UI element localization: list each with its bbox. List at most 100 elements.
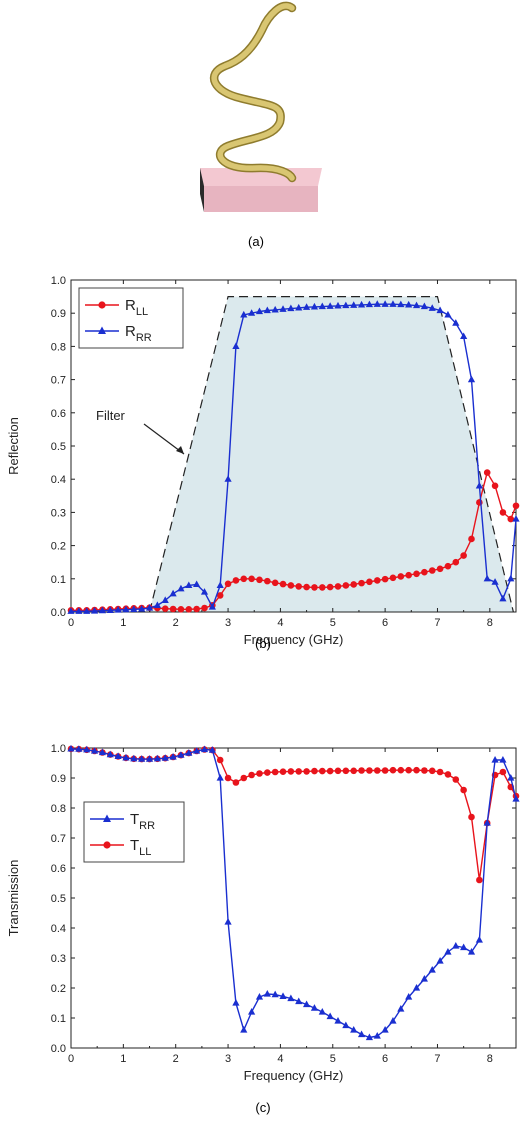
point-TRR (138, 755, 146, 762)
x-tick-label: 0 (68, 1053, 74, 1065)
point-RRR (295, 303, 303, 311)
point-TLL (248, 771, 255, 779)
point-TLL (295, 768, 303, 775)
point-TLL (224, 774, 232, 782)
point-RRR (420, 302, 428, 310)
y-tick-label: 0.8 (51, 341, 66, 353)
point-TRR (114, 752, 122, 759)
point-RLL (240, 575, 248, 583)
point-RRR (507, 574, 515, 582)
point-TRR (224, 918, 232, 925)
point-TRR (310, 1004, 319, 1011)
series-line-RRR (71, 303, 517, 612)
point-RLL (373, 577, 381, 584)
point-TRR (255, 993, 264, 1000)
x-tick-label: 7 (434, 1053, 440, 1065)
point-TRR (373, 1032, 381, 1039)
point-RRR (193, 580, 201, 588)
point-RLL (279, 580, 287, 588)
point-RLL (350, 581, 358, 588)
point-RLL (483, 469, 491, 476)
point-RRR (240, 310, 248, 318)
point-RLL (232, 577, 240, 584)
x-tick-label: 1 (120, 617, 126, 629)
point-RRR (153, 601, 161, 608)
point-RRR (302, 303, 311, 310)
caption-b: (b) (255, 636, 271, 651)
point-RRR (130, 605, 138, 612)
point-RRR (255, 307, 264, 315)
x-axis-title: Frequency (GHz) (244, 1068, 344, 1083)
y-tick-label: 0.3 (51, 953, 66, 965)
point-RRR (122, 605, 130, 613)
point-TLL (240, 774, 248, 782)
x-tick-label: 6 (382, 617, 388, 629)
point-TLL (232, 779, 240, 786)
y-tick-label: 0.7 (51, 833, 66, 845)
point-RRR (216, 581, 224, 589)
y-tick-label: 0.2 (51, 983, 66, 995)
filter-band (149, 296, 514, 612)
point-RRR (271, 305, 279, 313)
point-RRR (342, 301, 350, 309)
legend-label: TRR (130, 811, 155, 832)
x-tick-label: 3 (225, 617, 231, 629)
y-axis-title: Transmission (6, 860, 21, 937)
filter-annotation: Filter (96, 408, 126, 423)
point-RLL (366, 578, 373, 586)
point-RRR (475, 481, 483, 489)
point-TRR (460, 943, 468, 951)
series-line-TRR (70, 748, 517, 1039)
point-RLL (169, 605, 177, 613)
x-tick-label: 5 (330, 617, 336, 629)
x-tick-label: 4 (277, 1053, 283, 1065)
point-TLL (366, 767, 373, 774)
point-TLL (444, 771, 452, 778)
point-TRR (397, 1005, 405, 1012)
point-RRR (483, 574, 491, 582)
y-tick-label: 0.9 (51, 773, 66, 785)
point-TLL (476, 876, 483, 884)
panel-a-illustration (200, 1, 322, 212)
point-RLL (507, 515, 515, 523)
point-TRR (177, 751, 185, 758)
point-TRR (122, 753, 130, 761)
legend-marker-TRR (103, 814, 111, 822)
legend-marker-RLL (98, 301, 106, 309)
filter-outline (148, 296, 514, 613)
plot-frame (70, 747, 517, 1049)
point-TRR (507, 774, 515, 781)
point-TLL (428, 767, 436, 775)
legend-label: TLL (130, 837, 151, 858)
point-RRR (428, 304, 436, 311)
point-TRR (334, 1017, 342, 1024)
point-RRR (491, 578, 499, 585)
point-RRR (263, 306, 271, 314)
x-tick-label: 6 (382, 1053, 388, 1065)
point-TLL (373, 767, 381, 774)
point-RRR (405, 300, 413, 308)
y-tick-label: 0.1 (51, 574, 66, 586)
x-tick-label: 8 (487, 617, 493, 629)
x-tick-label: 3 (225, 1053, 231, 1065)
point-TRR (365, 1033, 374, 1041)
point-TRR (169, 753, 177, 760)
point-RRR (279, 305, 287, 312)
point-TRR (302, 1000, 311, 1008)
point-TRR (287, 994, 295, 1002)
point-RRR (318, 302, 326, 310)
point-RRR (334, 301, 342, 309)
y-tick-label: 0.0 (51, 607, 66, 619)
y-tick-label: 0.5 (51, 441, 66, 453)
base-block-side (200, 168, 204, 212)
point-RRR (381, 300, 389, 307)
point-RRR (138, 605, 146, 612)
point-TRR (452, 942, 460, 949)
point-TRR (428, 966, 436, 973)
y-tick-label: 0.0 (51, 1043, 66, 1055)
point-TLL (271, 768, 279, 776)
point-RLL (460, 552, 467, 559)
point-TRR (436, 957, 444, 964)
point-TRR (145, 755, 154, 762)
